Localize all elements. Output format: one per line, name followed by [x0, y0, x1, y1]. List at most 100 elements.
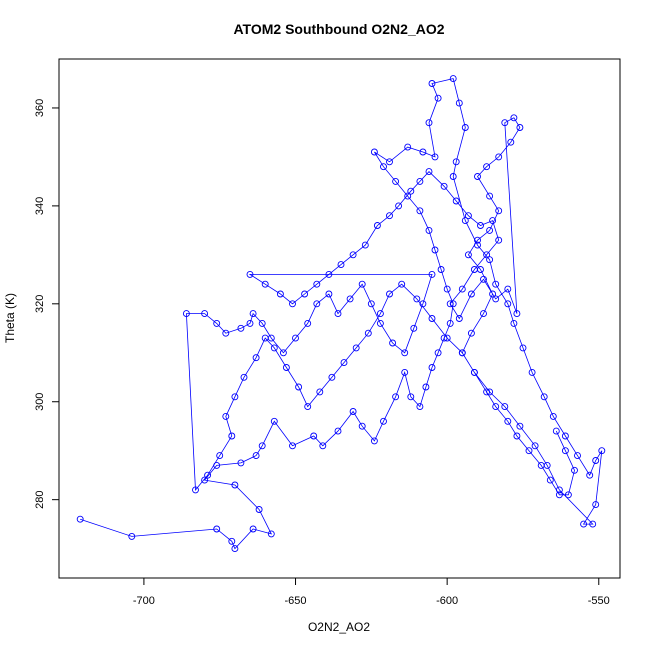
data-point	[373, 222, 381, 229]
data-point	[504, 300, 512, 308]
data-point	[237, 459, 245, 467]
data-point	[592, 501, 600, 509]
data-point	[252, 354, 260, 362]
data-point	[310, 432, 318, 440]
data-point	[319, 442, 327, 450]
data-point	[513, 432, 521, 440]
data-point	[561, 447, 569, 455]
data-point	[334, 310, 342, 318]
data-point	[304, 403, 312, 411]
data-point	[574, 452, 581, 460]
data-point	[182, 310, 190, 318]
data-point	[279, 349, 287, 357]
data-point	[440, 334, 448, 342]
data-point	[201, 476, 209, 484]
data-point	[201, 310, 209, 318]
data-point	[516, 124, 524, 131]
data-point	[519, 344, 527, 352]
data-point	[504, 417, 512, 425]
data-point	[483, 163, 491, 171]
data-point	[258, 319, 266, 327]
data-point	[495, 236, 503, 244]
data-point	[470, 368, 478, 376]
data-point	[404, 143, 412, 151]
data-point	[267, 334, 275, 342]
data-point	[349, 251, 357, 259]
data-point	[495, 207, 503, 215]
data-point	[352, 344, 360, 352]
data-point	[231, 545, 239, 553]
data-point	[419, 300, 427, 308]
data-point	[386, 290, 393, 298]
data-point	[528, 368, 536, 376]
data-point	[255, 506, 263, 513]
data-point	[428, 80, 436, 87]
data-point	[358, 280, 366, 288]
data-point	[261, 280, 269, 288]
data-point	[474, 241, 481, 249]
data-point	[467, 290, 475, 298]
data-point	[458, 285, 466, 293]
data-point	[128, 532, 136, 540]
data-point	[452, 197, 460, 205]
data-point	[580, 520, 588, 528]
data-point	[325, 290, 333, 298]
y-tick-label: 280	[34, 490, 46, 508]
data-point	[540, 393, 548, 401]
data-point	[213, 319, 221, 327]
data-point	[428, 270, 436, 278]
data-point	[222, 412, 230, 420]
data-point	[222, 329, 230, 337]
data-point	[464, 251, 472, 259]
data-point	[483, 251, 491, 259]
x-axis-label: O2N2_AO2	[308, 620, 370, 634]
data-point	[231, 393, 239, 401]
data-point	[301, 290, 309, 298]
y-tick-label: 320	[34, 295, 46, 313]
data-point	[407, 187, 415, 195]
data-point	[461, 217, 469, 225]
x-tick-label: -550	[588, 595, 610, 607]
data-point	[501, 119, 509, 127]
data-point	[598, 447, 606, 455]
data-point	[486, 256, 494, 264]
data-point	[492, 280, 500, 288]
data-point	[492, 295, 500, 303]
y-tick-label: 340	[34, 197, 46, 215]
data-point	[295, 383, 303, 391]
data-point	[467, 329, 475, 337]
data-point	[449, 300, 457, 308]
data-point	[464, 212, 472, 220]
data-point	[386, 212, 393, 220]
data-point	[428, 364, 436, 371]
data-point	[492, 403, 500, 411]
data-point	[358, 422, 366, 430]
data-point	[413, 295, 421, 303]
x-tick-label: -700	[133, 595, 155, 607]
data-point	[313, 280, 321, 288]
data-point	[404, 192, 412, 200]
chart-title: ATOM2 Southbound O2N2_AO2	[233, 21, 444, 37]
data-point	[328, 373, 336, 381]
data-point	[289, 300, 296, 308]
data-point	[455, 315, 463, 322]
y-tick-label: 300	[34, 393, 46, 411]
data-point	[555, 486, 563, 494]
data-point	[458, 349, 466, 357]
data-point	[495, 153, 503, 161]
data-point	[425, 168, 433, 176]
data-point	[380, 163, 387, 171]
data-point	[213, 461, 221, 469]
data-point	[349, 408, 357, 415]
data-point	[571, 466, 578, 474]
data-point	[392, 177, 400, 185]
data-point	[440, 182, 448, 190]
data-point	[292, 334, 299, 342]
data-point	[431, 153, 439, 161]
data-point	[486, 388, 494, 396]
data-point	[546, 476, 554, 484]
data-point	[561, 432, 569, 440]
data-point	[346, 295, 354, 303]
data-point	[443, 334, 451, 342]
